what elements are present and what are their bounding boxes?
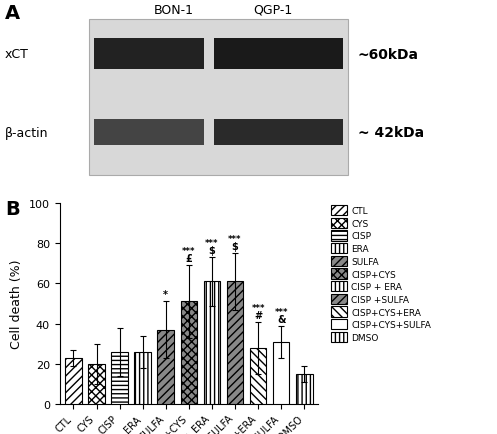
Bar	[214, 39, 343, 70]
Bar	[65, 358, 82, 404]
Text: QGP-1: QGP-1	[254, 4, 293, 17]
Bar	[134, 352, 151, 404]
Bar	[89, 20, 348, 176]
Bar	[88, 364, 105, 404]
Legend: CTL, CYS, CISP, ERA, SULFA, CISP+CYS, CISP + ERA, CISP +SULFA, CISP+CYS+ERA, CIS: CTL, CYS, CISP, ERA, SULFA, CISP+CYS, CI…	[331, 204, 432, 343]
Bar	[227, 282, 244, 404]
Y-axis label: Cell death (%): Cell death (%)	[10, 259, 23, 349]
Bar	[158, 330, 174, 404]
Text: xCT: xCT	[5, 48, 29, 61]
Text: ~ 42kDa: ~ 42kDa	[358, 126, 424, 140]
Bar	[250, 348, 266, 404]
Text: $: $	[209, 246, 215, 256]
Text: &: &	[277, 314, 285, 324]
Bar	[94, 120, 204, 145]
Text: $: $	[232, 242, 239, 252]
Text: ***: ***	[251, 303, 265, 312]
Bar	[94, 39, 204, 70]
Text: ***: ***	[274, 307, 288, 316]
Text: ~60kDa: ~60kDa	[358, 48, 419, 62]
Text: B: B	[5, 200, 20, 219]
Text: ***: ***	[182, 247, 196, 256]
Text: #: #	[254, 310, 262, 320]
Text: £: £	[185, 254, 192, 264]
Bar	[296, 374, 313, 404]
Bar	[111, 352, 128, 404]
Bar	[214, 120, 343, 145]
Text: A: A	[5, 4, 20, 23]
Text: *: *	[164, 290, 168, 300]
Bar	[180, 302, 197, 404]
Text: BON-1: BON-1	[154, 4, 194, 17]
Bar	[273, 342, 289, 404]
Text: β-actin: β-actin	[5, 126, 49, 139]
Text: ***: ***	[205, 239, 219, 248]
Text: ***: ***	[228, 235, 242, 244]
Bar	[204, 282, 220, 404]
